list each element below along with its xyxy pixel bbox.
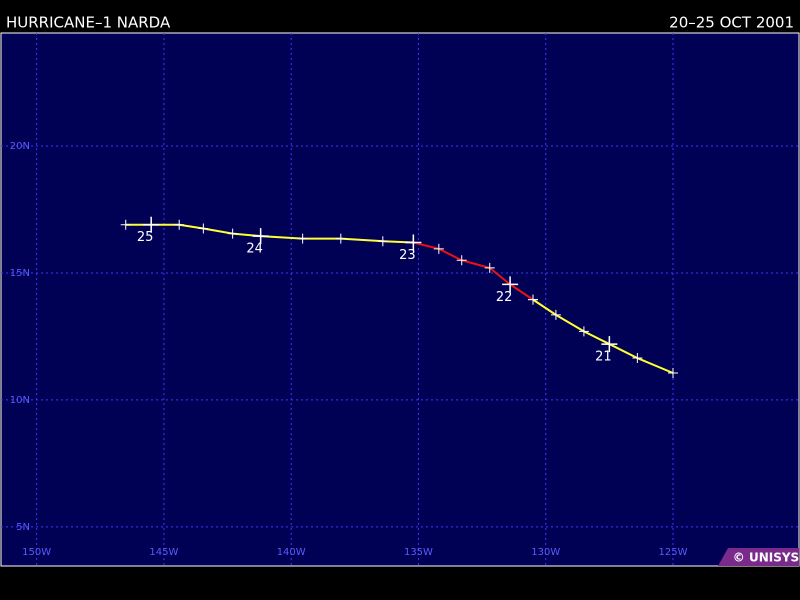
track-point [335,233,346,244]
y-tick-label: 20N [10,141,30,152]
y-tick-label: 15N [10,268,30,279]
title: HURRICANE–1 NARDA [6,14,171,32]
day-label: 25 [137,230,154,245]
track-point [297,233,308,244]
x-tick-label: 150W [22,547,51,558]
daily-marker [143,216,160,233]
map-area [0,32,800,567]
day-label: 22 [496,290,513,305]
x-tick-label: 130W [531,547,560,558]
date-range: 20–25 OCT 2001 [669,14,794,32]
daily-marker [252,228,269,245]
credit: © UNISYS [733,551,799,565]
track-point [174,219,185,230]
day-label: 23 [399,248,416,263]
track-point [227,228,238,239]
daily-marker [601,336,618,353]
daily-marker [502,276,519,293]
track-point [456,255,467,266]
x-tick-label: 135W [404,547,433,558]
track-line [413,241,534,301]
track-point [198,223,209,234]
y-tick-label: 5N [16,522,30,533]
track-point [578,326,589,337]
daily-marker [405,234,422,251]
track-point [377,236,388,247]
track-point [433,243,444,254]
x-tick-label: 140W [277,547,306,558]
track-point [550,309,561,320]
credit-badge [718,548,799,566]
track-point [528,294,538,305]
day-label: 21 [595,350,612,365]
track-point [668,368,678,379]
x-tick-label: 125W [659,547,688,558]
day-label: 24 [246,242,263,257]
track-point [632,353,643,364]
track-point [484,262,495,273]
x-tick-label: 145W [149,547,178,558]
y-tick-label: 10N [10,395,30,406]
track-line [532,298,674,374]
track-point [120,219,131,230]
track-line [125,223,414,244]
